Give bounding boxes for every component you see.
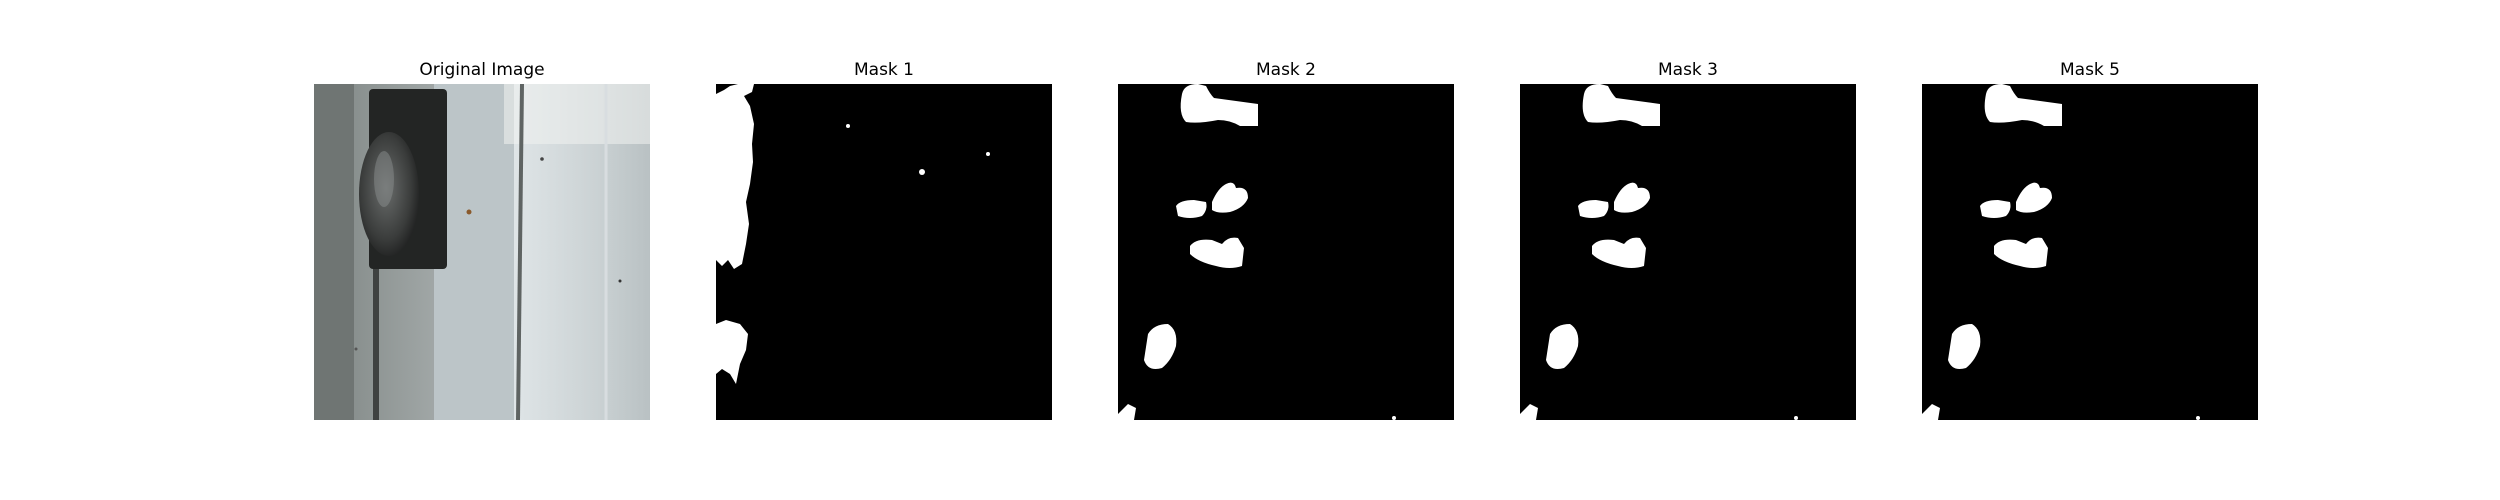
sunlit-corner bbox=[504, 84, 650, 144]
mask-background bbox=[1922, 84, 2258, 420]
mask-region bbox=[1176, 200, 1207, 218]
mask-speck bbox=[986, 152, 990, 156]
original-image bbox=[314, 84, 650, 420]
wall-spot bbox=[619, 280, 622, 283]
panel-title: Original Image bbox=[314, 60, 650, 80]
mask-background bbox=[716, 84, 1052, 420]
mask-speck bbox=[919, 169, 925, 175]
panel-title: Mask 5 bbox=[1922, 60, 2258, 80]
panel-title: Mask 3 bbox=[1520, 60, 1856, 80]
wall-spot bbox=[467, 210, 472, 215]
mask-region bbox=[1578, 200, 1609, 218]
wall-shadow-strip bbox=[314, 84, 354, 420]
mask-background bbox=[1118, 84, 1454, 420]
mask-speck bbox=[2196, 416, 2200, 420]
mask-background bbox=[1520, 84, 1856, 420]
meter-glass-highlight bbox=[374, 151, 394, 207]
mask-region bbox=[1980, 200, 2011, 218]
wall-spot bbox=[540, 157, 544, 161]
mask-speck bbox=[1794, 416, 1798, 420]
mask-speck bbox=[1392, 416, 1396, 420]
panel-title: Mask 2 bbox=[1118, 60, 1454, 80]
mask-image bbox=[716, 84, 1052, 420]
mask-image bbox=[1118, 84, 1454, 420]
mask-image bbox=[1922, 84, 2258, 420]
mask-speck bbox=[846, 124, 850, 128]
wall-spot bbox=[355, 348, 358, 351]
mask-image bbox=[1520, 84, 1856, 420]
panel-title: Mask 1 bbox=[716, 60, 1052, 80]
